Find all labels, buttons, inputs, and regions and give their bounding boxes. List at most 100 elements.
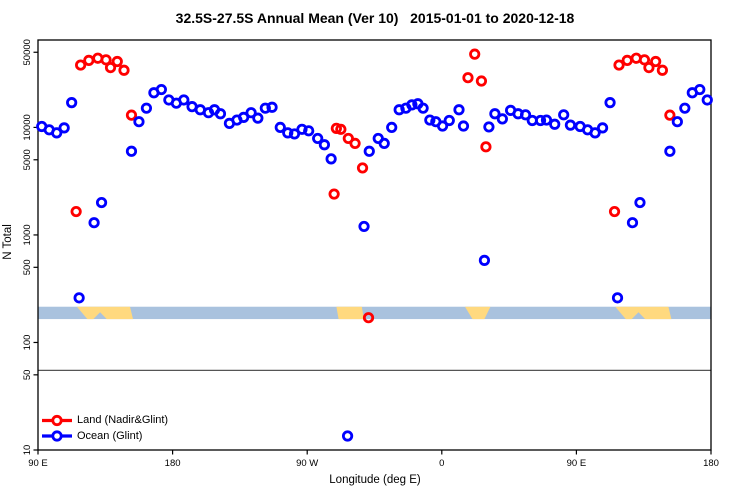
ocean-point bbox=[453, 104, 465, 116]
ocean-point bbox=[496, 113, 508, 125]
ocean-point bbox=[358, 220, 370, 233]
ocean-point bbox=[489, 108, 501, 120]
ocean-point bbox=[443, 114, 455, 127]
ocean-point bbox=[312, 132, 324, 145]
ocean-point bbox=[140, 102, 153, 114]
land-point bbox=[643, 61, 655, 74]
map-strip-ocean bbox=[38, 306, 711, 320]
ocean-point bbox=[214, 108, 227, 120]
ocean-point bbox=[58, 122, 70, 134]
ocean-point bbox=[596, 122, 609, 134]
ocean-point bbox=[424, 114, 436, 126]
y-tick-label: 100 bbox=[22, 335, 33, 351]
legend-symbol-marker-land bbox=[51, 414, 63, 427]
map-strip-land-australia bbox=[76, 306, 133, 320]
ocean-point bbox=[478, 254, 491, 266]
land-point bbox=[638, 54, 651, 66]
ocean-point bbox=[406, 99, 418, 111]
land-point bbox=[656, 64, 668, 76]
ocean-point bbox=[282, 127, 294, 139]
land-point bbox=[335, 123, 347, 135]
ocean-point bbox=[318, 139, 330, 151]
ocean-point bbox=[252, 112, 264, 124]
ocean-point bbox=[363, 145, 375, 157]
map-strip-land-africa bbox=[465, 306, 491, 320]
ocean-point bbox=[483, 121, 495, 133]
ocean-point bbox=[178, 94, 190, 106]
ocean-point bbox=[671, 116, 683, 128]
land-point bbox=[475, 75, 488, 87]
land-point bbox=[328, 188, 340, 200]
land-point bbox=[664, 109, 676, 121]
x-tick-label: 0 bbox=[439, 458, 444, 469]
ocean-point bbox=[634, 196, 646, 209]
ocean-point bbox=[238, 111, 250, 123]
ocean-point bbox=[303, 125, 315, 137]
land-point bbox=[480, 141, 492, 153]
x-tick-label: 90 E bbox=[28, 458, 48, 469]
ocean-point bbox=[611, 292, 624, 304]
ocean-point bbox=[341, 430, 354, 442]
ocean-point bbox=[417, 102, 429, 114]
ocean-point bbox=[436, 120, 449, 132]
x-tick-label: 180 bbox=[703, 458, 719, 469]
y-tick-label: 50 bbox=[22, 370, 33, 381]
x-axis-label: Longitude (deg E) bbox=[329, 474, 421, 486]
ocean-point bbox=[95, 196, 108, 209]
ocean-point bbox=[664, 145, 676, 157]
ocean-point bbox=[626, 217, 639, 229]
land-point bbox=[469, 48, 481, 60]
ocean-point bbox=[604, 97, 616, 109]
ocean-point bbox=[701, 94, 713, 106]
map-strip-land-south-america bbox=[336, 306, 364, 320]
land-point bbox=[362, 312, 375, 324]
legend-label-ocean: Ocean (Glint) bbox=[77, 430, 143, 442]
ocean-point bbox=[325, 153, 337, 165]
y-tick-label: 5000 bbox=[22, 149, 33, 170]
land-point bbox=[608, 205, 621, 218]
ocean-point bbox=[288, 128, 301, 140]
land-point bbox=[75, 59, 87, 71]
land-point bbox=[125, 109, 138, 121]
x-tick-label: 90 E bbox=[567, 458, 587, 469]
y-tick-label: 1000 bbox=[22, 224, 33, 245]
x-tick-label: 180 bbox=[165, 458, 181, 469]
ocean-point bbox=[266, 101, 278, 113]
ocean-point bbox=[549, 118, 561, 130]
land-point bbox=[462, 72, 474, 84]
plot-box bbox=[37, 39, 712, 451]
ocean-point bbox=[88, 217, 100, 229]
land-point bbox=[111, 55, 123, 68]
ocean-point bbox=[386, 121, 398, 134]
land-point bbox=[118, 64, 130, 76]
land-point bbox=[70, 205, 82, 218]
ocean-point bbox=[589, 127, 601, 139]
land-point bbox=[356, 162, 369, 174]
land-point bbox=[349, 137, 361, 150]
ocean-point bbox=[73, 292, 85, 304]
ocean-point bbox=[259, 102, 271, 114]
ocean-point bbox=[155, 83, 167, 96]
ocean-point bbox=[679, 102, 691, 114]
y-tick-label: 500 bbox=[22, 259, 33, 275]
land-point bbox=[83, 54, 95, 66]
ocean-point bbox=[540, 114, 553, 126]
legend-label-land: Land (Nadir&Glint) bbox=[77, 414, 169, 426]
ocean-point bbox=[534, 114, 547, 127]
legend-symbol-marker-ocean bbox=[51, 430, 63, 442]
land-point bbox=[104, 61, 117, 74]
y-tick-label: 10000 bbox=[22, 114, 33, 140]
land-point bbox=[621, 54, 633, 66]
ocean-point bbox=[564, 119, 577, 131]
map-strip-land-australia bbox=[615, 306, 672, 320]
ocean-point bbox=[125, 145, 138, 157]
land-point bbox=[100, 54, 112, 66]
ocean-point bbox=[378, 137, 390, 150]
ocean-point bbox=[558, 109, 570, 121]
ocean-point bbox=[245, 107, 257, 119]
ocean-point bbox=[519, 109, 532, 121]
ocean-point bbox=[133, 116, 145, 128]
x-tick-label: 90 W bbox=[296, 458, 318, 469]
